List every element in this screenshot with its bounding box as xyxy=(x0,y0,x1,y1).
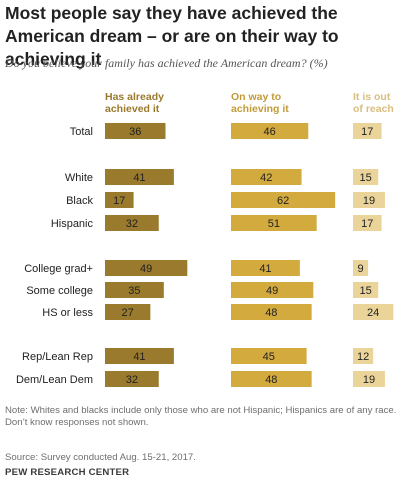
value-label-it-is-out-of-reach-rep-lean-rep: 12 xyxy=(357,351,369,363)
value-label-on-way-to-achieving-it-total: 46 xyxy=(264,126,276,138)
value-label-has-already-achieved-it-rep-lean-rep: 41 xyxy=(133,351,145,363)
value-label-has-already-achieved-it-college-grad: 49 xyxy=(140,263,152,275)
value-label-has-already-achieved-it-dem-lean-dem: 32 xyxy=(126,374,138,386)
bar-chart: Total 36 46 17 White 41 42 15 Black 17 62 19 Hispani… xyxy=(0,0,420,400)
value-label-on-way-to-achieving-it-white: 42 xyxy=(260,172,272,184)
category-label-some-college: Some college xyxy=(26,285,93,297)
source-text: Source: Survey conducted Aug. 15-21, 201… xyxy=(5,452,196,463)
value-label-on-way-to-achieving-it-hs-or-less: 48 xyxy=(265,307,277,319)
value-label-on-way-to-achieving-it-rep-lean-rep: 45 xyxy=(263,351,275,363)
category-label-hs-or-less: HS or less xyxy=(42,307,93,319)
value-label-on-way-to-achieving-it-some-college: 49 xyxy=(266,285,278,297)
chart-notes: Note: Whites and blacks include only tho… xyxy=(5,405,417,430)
value-label-on-way-to-achieving-it-dem-lean-dem: 48 xyxy=(265,374,277,386)
organization-credit: PEW RESEARCH CENTER xyxy=(5,467,129,478)
category-label-dem-lean-dem: Dem/Lean Dem xyxy=(16,374,93,386)
category-label-hispanic: Hispanic xyxy=(51,218,94,230)
value-label-on-way-to-achieving-it-hispanic: 51 xyxy=(268,218,280,230)
value-label-has-already-achieved-it-some-college: 35 xyxy=(128,285,140,297)
category-label-white: White xyxy=(65,172,93,184)
value-label-has-already-achieved-it-black: 17 xyxy=(113,195,125,207)
value-label-it-is-out-of-reach-white: 15 xyxy=(359,172,371,184)
value-label-it-is-out-of-reach-hispanic: 17 xyxy=(361,218,373,230)
value-label-on-way-to-achieving-it-black: 62 xyxy=(277,195,289,207)
value-label-has-already-achieved-it-hispanic: 32 xyxy=(126,218,138,230)
value-label-on-way-to-achieving-it-college-grad: 41 xyxy=(259,263,271,275)
value-label-has-already-achieved-it-white: 41 xyxy=(133,172,145,184)
value-label-it-is-out-of-reach-some-college: 15 xyxy=(359,285,371,297)
category-label-black: Black xyxy=(66,195,93,207)
category-label-total: Total xyxy=(70,126,93,138)
category-label-rep-lean-rep: Rep/Lean Rep xyxy=(22,351,93,363)
value-label-it-is-out-of-reach-total: 17 xyxy=(361,126,373,138)
value-label-it-is-out-of-reach-dem-lean-dem: 19 xyxy=(363,374,375,386)
value-label-has-already-achieved-it-hs-or-less: 27 xyxy=(122,307,134,319)
value-label-it-is-out-of-reach-hs-or-less: 24 xyxy=(367,307,379,319)
value-label-has-already-achieved-it-total: 36 xyxy=(129,126,141,138)
category-label-college-grad: College grad+ xyxy=(24,263,93,275)
value-label-it-is-out-of-reach-college-grad: 9 xyxy=(357,263,363,275)
note-text: Note: Whites and blacks include only tho… xyxy=(5,405,417,430)
value-label-it-is-out-of-reach-black: 19 xyxy=(363,195,375,207)
